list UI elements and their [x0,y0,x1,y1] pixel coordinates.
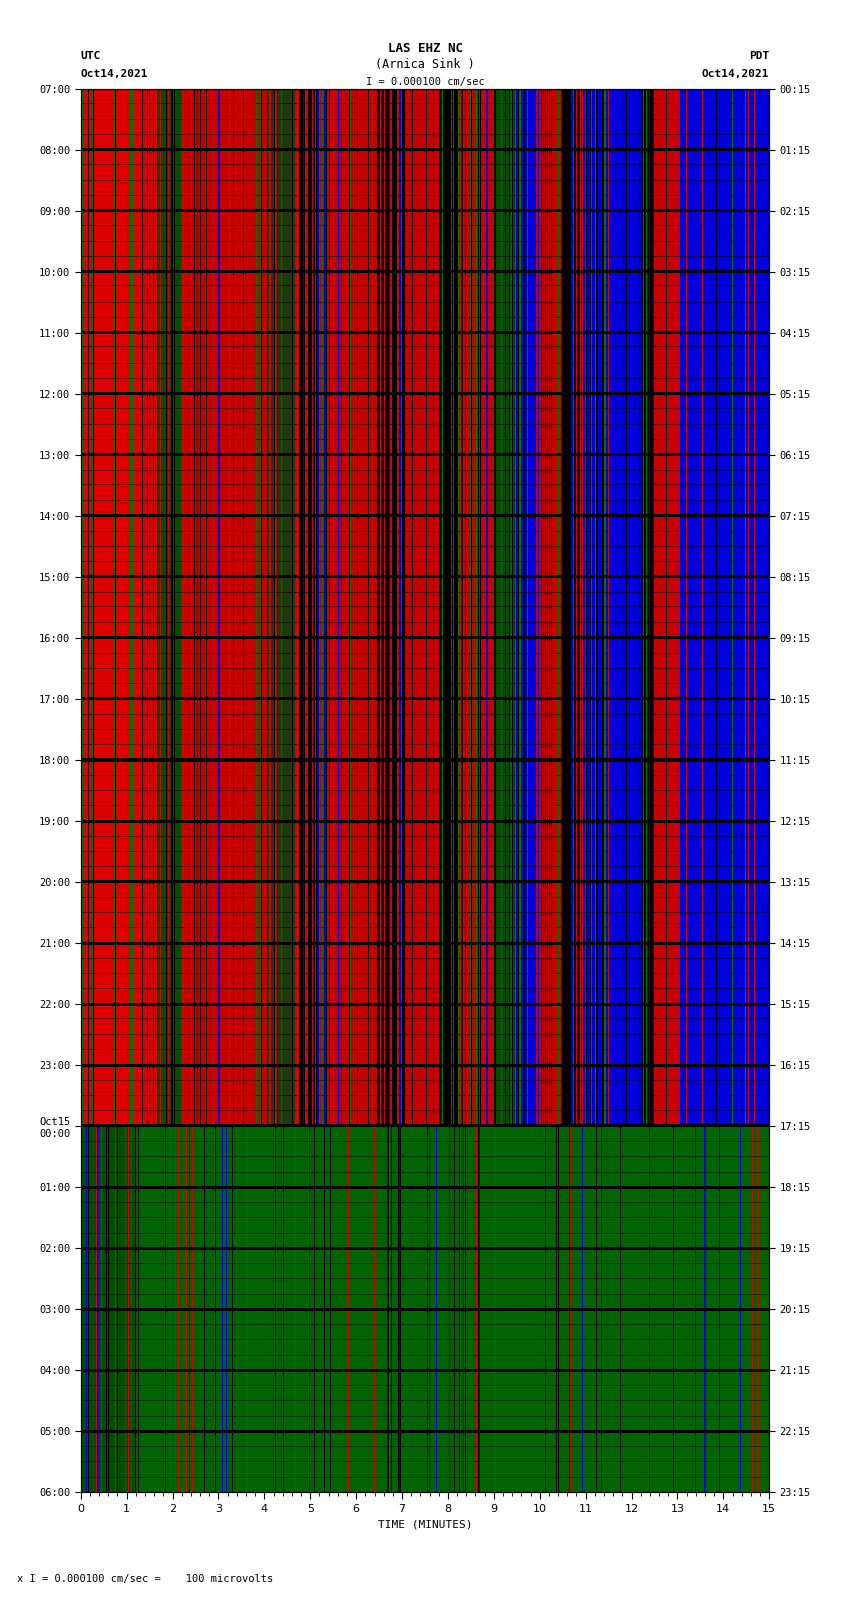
Text: (Arnica Sink ): (Arnica Sink ) [375,58,475,71]
Text: LAS EHZ NC: LAS EHZ NC [388,42,462,55]
Text: PDT: PDT [749,52,769,61]
Text: x I = 0.000100 cm/sec =    100 microvolts: x I = 0.000100 cm/sec = 100 microvolts [17,1574,273,1584]
Text: I = 0.000100 cm/sec: I = 0.000100 cm/sec [366,77,484,87]
Text: Oct14,2021: Oct14,2021 [702,69,769,79]
Text: Oct14,2021: Oct14,2021 [81,69,148,79]
Text: UTC: UTC [81,52,101,61]
X-axis label: TIME (MINUTES): TIME (MINUTES) [377,1519,473,1529]
